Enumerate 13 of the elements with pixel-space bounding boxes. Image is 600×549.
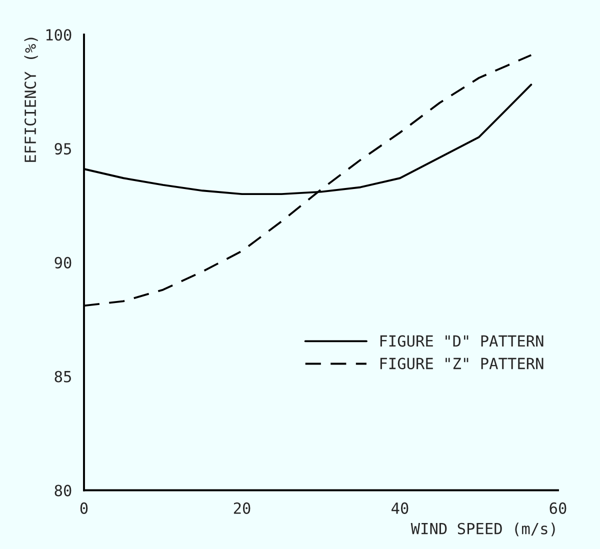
y-axis-title: EFFICIENCY (%) — [24, 38, 38, 162]
y-tick-label: 85 — [54, 370, 71, 382]
x-tick-label: 40 — [392, 502, 408, 514]
x-tick-label: 60 — [550, 502, 566, 514]
y-tick-label: 100 — [46, 29, 72, 41]
legend-label: FIGURE "Z" PATTERN — [380, 358, 544, 370]
legend-label: FIGURE "D" PATTERN — [380, 335, 544, 347]
x-axis-title: WIND SPEED (m/s) — [410, 522, 555, 536]
y-tick-label: 80 — [54, 484, 72, 496]
x-tick-label: 20 — [234, 502, 250, 514]
y-tick-label: 95 — [54, 143, 71, 155]
x-tick-label: 0 — [80, 502, 88, 514]
y-tick-label: 90 — [54, 256, 72, 268]
